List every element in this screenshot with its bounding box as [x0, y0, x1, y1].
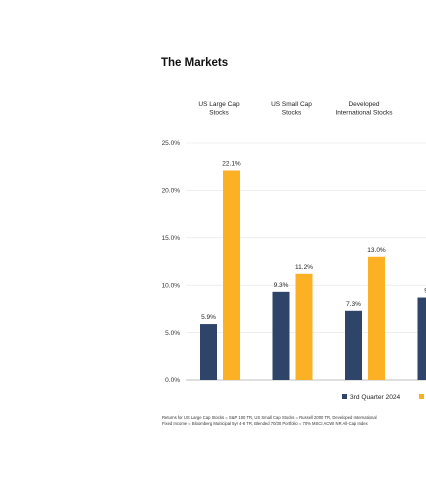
category-label: US Large Cap [198, 101, 240, 108]
bar-series2 [223, 170, 240, 380]
data-label: 13.0% [367, 247, 386, 254]
bar-series1 [345, 310, 362, 380]
category-label: US Small Cap [271, 101, 312, 108]
bar-series1 [417, 297, 426, 380]
y-tick-label: 10.0% [162, 282, 181, 289]
page-title: The Markets [161, 57, 229, 69]
legend-swatch-series1 [342, 394, 347, 399]
data-label: 9.3% [274, 282, 289, 289]
bar-series2 [368, 256, 385, 380]
bar-series2 [295, 273, 313, 380]
legend-label-series1: 3rd Quarter 2024 [350, 394, 401, 401]
data-label: 9 [424, 288, 426, 295]
data-label: 11.2% [295, 264, 313, 271]
y-tick-label: 0.0% [165, 377, 180, 384]
y-tick-label: 15.0% [162, 235, 181, 242]
legend-swatch-series2 [419, 394, 424, 399]
footnote: Returns for US Large Cap Stocks = S&P 10… [162, 415, 426, 428]
y-tick-label: 20.0% [162, 188, 181, 195]
category-label: Stocks [209, 110, 229, 117]
footnote-line-1: Returns for US Large Cap Stocks = S&P 10… [162, 415, 377, 420]
y-tick-label: 25.0% [162, 140, 181, 147]
data-label: 5.9% [201, 314, 216, 321]
y-tick-label: 5.0% [165, 330, 180, 337]
data-label: 7.3% [346, 301, 361, 308]
bar-series1 [200, 324, 217, 380]
category-label: Stocks [282, 110, 302, 117]
category-label: International Stocks [335, 110, 393, 117]
footnote-line-2: Fixed Income = Bloomberg Municipal 5yr 4… [162, 421, 368, 427]
category-label: Developed [348, 101, 379, 108]
data-label: 22.1% [222, 160, 241, 167]
bar-series1 [272, 291, 290, 380]
